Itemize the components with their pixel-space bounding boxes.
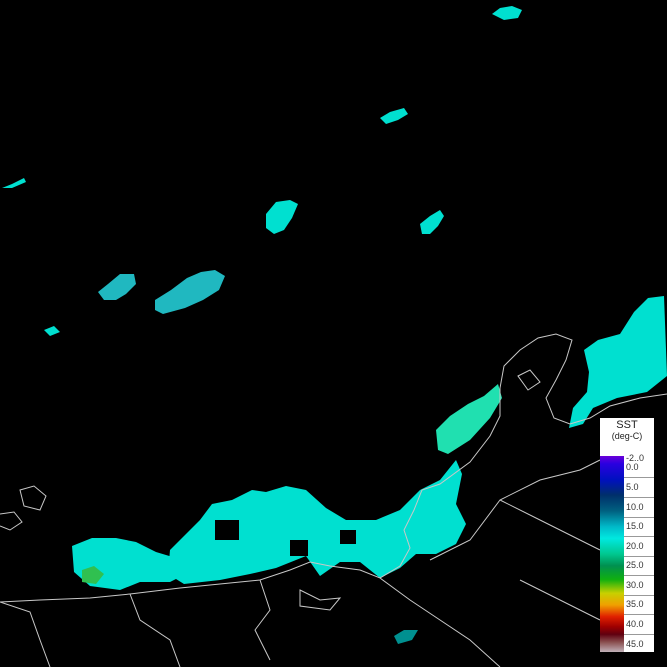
legend-label: 15.0 [626, 521, 644, 531]
legend-tick [624, 497, 654, 498]
legend-tick [624, 556, 654, 557]
legend-label: 45.0 [626, 639, 644, 649]
legend-label: -2..0 [626, 453, 645, 463]
legend-tick [624, 575, 654, 576]
legend-label: 0.0 [626, 462, 639, 472]
legend-tick [624, 634, 654, 635]
legend-colorbar [600, 456, 624, 652]
sst-pixels [2, 6, 667, 644]
legend-label: 35.0 [626, 599, 644, 609]
legend-label: 10.0 [626, 502, 644, 512]
legend-tick [624, 517, 654, 518]
legend-tick [624, 477, 654, 478]
legend-label: 20.0 [626, 541, 644, 551]
legend-tick [624, 595, 654, 596]
legend-label: 5.0 [626, 482, 639, 492]
coastlines [0, 333, 667, 667]
sst-legend: SST (deg-C) -2..0 0.0 5.0 10.0 15.0 20.0… [600, 418, 654, 652]
legend-title: SST [616, 419, 638, 431]
legend-tick [624, 536, 654, 537]
legend-label: 40.0 [626, 619, 644, 629]
legend-label: 25.0 [626, 560, 644, 570]
legend-label: 30.0 [626, 580, 644, 590]
legend-unit: (deg-C) [611, 431, 643, 441]
legend-tick [624, 614, 654, 615]
